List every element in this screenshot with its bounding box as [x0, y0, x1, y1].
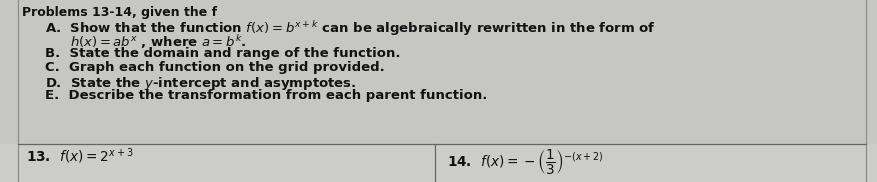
Bar — [0, 144, 877, 182]
Text: E.  Describe the transformation from each parent function.: E. Describe the transformation from each… — [45, 89, 487, 102]
Text: B.  State the domain and range of the function.: B. State the domain and range of the fun… — [45, 47, 400, 60]
Text: C.  Graph each function on the grid provided.: C. Graph each function on the grid provi… — [45, 61, 384, 74]
Text: 13.  $f(x) = 2^{x+3}$: 13. $f(x) = 2^{x+3}$ — [26, 147, 133, 166]
Text: 14.  $f(x) = -\left(\dfrac{1}{3}\right)^{-(x+2)}$: 14. $f(x) = -\left(\dfrac{1}{3}\right)^{… — [446, 147, 602, 176]
Bar — [0, 0, 877, 144]
Text: A.  Show that the function $f(x) = b^{x+k}$ can be algebraically rewritten in th: A. Show that the function $f(x) = b^{x+k… — [45, 19, 655, 38]
Text: Problems 13-14, given the f: Problems 13-14, given the f — [22, 6, 217, 19]
Text: D.  State the $y$-intercept and asymptotes.: D. State the $y$-intercept and asymptote… — [45, 75, 356, 92]
Text: $h(x) = ab^x$ , where $a = b^k$.: $h(x) = ab^x$ , where $a = b^k$. — [70, 33, 246, 51]
